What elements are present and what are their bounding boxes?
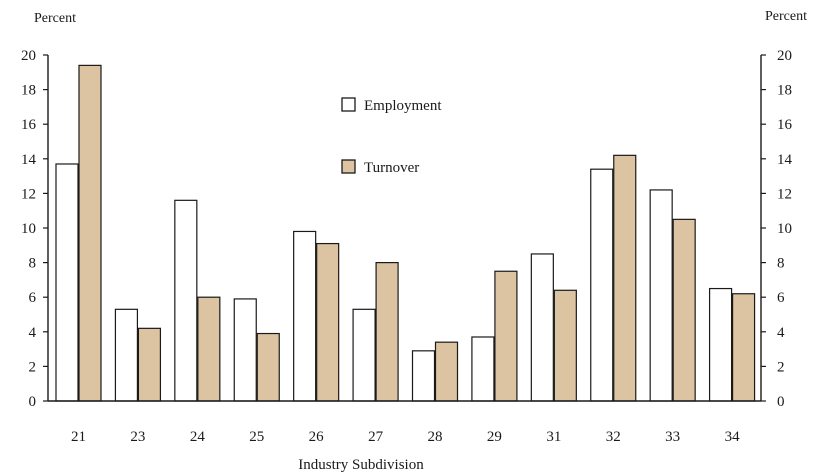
legend-swatch-turnover xyxy=(341,159,356,174)
right-y-axis: 0 2 4 6 8 10 12 14 16 18 20 xyxy=(760,48,793,410)
left-y-tick-label: 0 xyxy=(29,394,37,410)
x-tick-label: 21 xyxy=(71,429,86,445)
left-y-tick-label: 6 xyxy=(29,290,37,306)
left-y-tick-label: 18 xyxy=(21,83,36,99)
x-tick-label: 28 xyxy=(428,429,443,445)
legend-label-employment: Employment xyxy=(364,98,442,114)
right-y-tick-label: 0 xyxy=(777,394,785,410)
bar-employment-21 xyxy=(55,163,79,402)
bar-employment-23 xyxy=(114,308,139,402)
legend: Employment Turnover xyxy=(341,97,442,176)
bar-turnover-21 xyxy=(78,64,102,402)
right-y-tick-label: 20 xyxy=(777,48,792,64)
bar-employment-27 xyxy=(352,308,376,402)
right-y-tick-label: 4 xyxy=(777,325,785,341)
bar-turnover-25 xyxy=(256,332,280,402)
bar-turnover-24 xyxy=(197,296,221,402)
x-tick-label: 29 xyxy=(487,429,502,445)
right-y-tick-label: 14 xyxy=(777,152,793,168)
bar-employment-28 xyxy=(411,350,436,402)
bars-group xyxy=(55,64,756,402)
right-y-tick-label: 8 xyxy=(777,256,785,272)
left-y-tick-label: 14 xyxy=(21,152,37,168)
bar-turnover-32 xyxy=(613,154,637,402)
bar-employment-32 xyxy=(590,168,614,402)
x-tick-label: 26 xyxy=(309,429,325,445)
x-axis-title: Industry Subdivision xyxy=(298,457,424,473)
bar-employment-25 xyxy=(233,298,257,402)
left-y-tick-label: 4 xyxy=(29,325,37,341)
x-tick-label: 23 xyxy=(130,429,145,445)
x-tick-label: 27 xyxy=(368,429,384,445)
x-tick-label: 31 xyxy=(546,429,561,445)
bar-turnover-26 xyxy=(316,242,340,402)
right-y-tick-label: 6 xyxy=(777,290,785,306)
bar-turnover-23 xyxy=(137,327,162,402)
bar-employment-33 xyxy=(649,189,673,402)
right-y-tick-label: 12 xyxy=(777,186,792,202)
bar-employment-31 xyxy=(530,253,554,402)
bar-turnover-28 xyxy=(434,341,459,402)
legend-swatch-employment xyxy=(341,97,356,112)
x-axis: 21 23 24 25 26 27 28 29 31 32 33 34 xyxy=(48,400,761,445)
bar-turnover-33 xyxy=(672,218,696,402)
left-y-tick-label: 20 xyxy=(21,48,36,64)
left-y-axis: 0 2 4 6 8 10 12 14 16 18 20 xyxy=(21,48,49,410)
bar-turnover-34 xyxy=(731,293,756,402)
bar-turnover-29 xyxy=(494,270,518,402)
right-y-tick-label: 18 xyxy=(777,83,792,99)
x-tick-label: 32 xyxy=(606,429,621,445)
x-tick-label: 33 xyxy=(665,429,680,445)
left-y-tick-label: 12 xyxy=(21,186,36,202)
bar-employment-29 xyxy=(471,336,495,402)
legend-label-turnover: Turnover xyxy=(364,160,419,176)
bar-turnover-27 xyxy=(375,262,399,402)
x-tick-label: 34 xyxy=(725,429,741,445)
right-y-tick-label: 2 xyxy=(777,359,785,375)
bar-employment-26 xyxy=(293,230,317,402)
right-axis-unit-label: Percent xyxy=(765,9,807,24)
left-y-tick-label: 8 xyxy=(29,256,37,272)
left-y-tick-label: 2 xyxy=(29,359,37,375)
right-y-tick-label: 16 xyxy=(777,117,793,133)
bar-turnover-31 xyxy=(553,289,577,402)
x-tick-label: 25 xyxy=(249,429,264,445)
left-axis-unit-label: Percent xyxy=(34,11,76,26)
left-y-tick-label: 10 xyxy=(21,221,36,237)
x-tick-label: 24 xyxy=(190,429,206,445)
left-y-tick-label: 16 xyxy=(21,117,37,133)
bar-employment-34 xyxy=(708,287,733,402)
bar-employment-24 xyxy=(174,199,198,402)
right-y-tick-label: 10 xyxy=(777,221,792,237)
